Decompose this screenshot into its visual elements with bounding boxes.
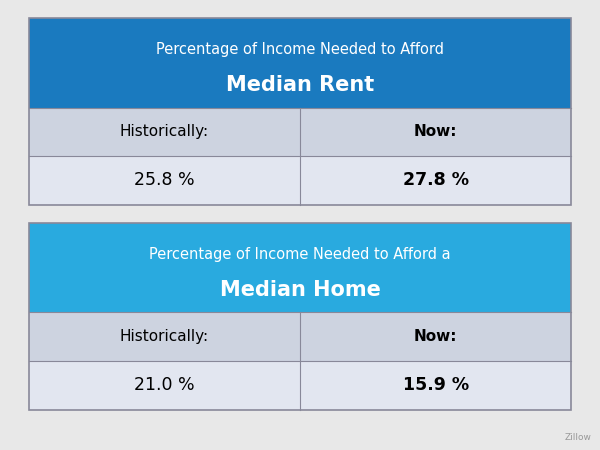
Bar (29, 361, 571, 410)
Text: 15.9 %: 15.9 % (403, 376, 469, 394)
Bar (29, 18, 571, 108)
Text: Now:: Now: (414, 329, 457, 344)
Bar (29, 156, 571, 205)
Text: Median Home: Median Home (220, 280, 380, 300)
Text: Median Rent: Median Rent (226, 75, 374, 95)
Bar (29, 223, 571, 410)
Bar (29, 108, 571, 156)
Text: 25.8 %: 25.8 % (134, 171, 195, 189)
Bar (29, 312, 571, 361)
Bar (29, 18, 571, 205)
Bar (29, 223, 571, 312)
Text: Percentage of Income Needed to Afford: Percentage of Income Needed to Afford (156, 42, 444, 57)
Text: Historically:: Historically: (120, 124, 209, 140)
Text: 27.8 %: 27.8 % (403, 171, 469, 189)
Text: Zillow: Zillow (565, 433, 592, 442)
Text: Now:: Now: (414, 124, 457, 140)
Text: Percentage of Income Needed to Afford a: Percentage of Income Needed to Afford a (149, 247, 451, 261)
Text: Historically:: Historically: (120, 329, 209, 344)
Text: 21.0 %: 21.0 % (134, 376, 195, 394)
